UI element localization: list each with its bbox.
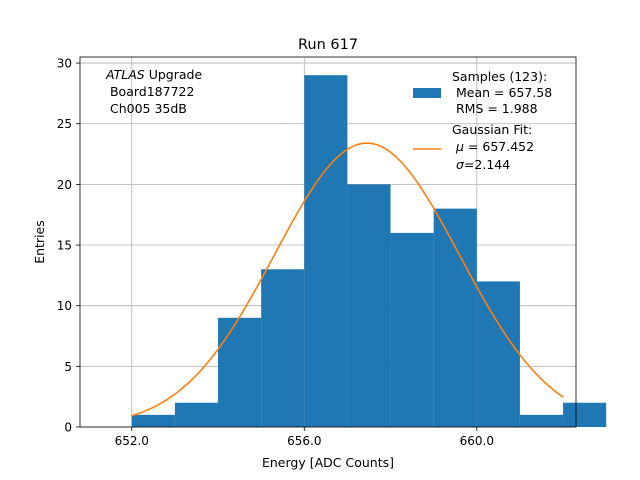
y-tick-label: 20 bbox=[57, 178, 72, 192]
histogram-bar bbox=[476, 281, 520, 427]
x-tick-label: 656.0 bbox=[287, 434, 321, 448]
y-tick-label: 15 bbox=[57, 239, 72, 253]
histogram-bar bbox=[218, 317, 262, 427]
annotation-board: Board187722 bbox=[106, 84, 194, 99]
x-axis-label: Energy [ADC Counts] bbox=[262, 455, 394, 470]
bars-layer bbox=[131, 75, 607, 428]
axes-frame bbox=[79, 56, 577, 428]
y-tick-label: 0 bbox=[64, 421, 72, 435]
svg-text:ATLAS Upgrade: ATLAS Upgrade bbox=[105, 67, 202, 82]
annotation-channel: Ch005 35dB bbox=[106, 101, 187, 116]
y-axis-label: Entries bbox=[32, 220, 47, 264]
y-ticks: 0 5 10 15 20 25 30 bbox=[57, 57, 80, 435]
histogram-bar bbox=[174, 402, 219, 427]
histogram-bar bbox=[519, 414, 564, 427]
legend-sigma-symbol: σ bbox=[456, 157, 465, 172]
legend-mu-value: = 657.452 bbox=[464, 139, 534, 154]
legend-samples-rms: RMS = 1.988 bbox=[452, 101, 538, 116]
atlas-annotation: ATLAS Upgrade Board187722 Ch005 35dB bbox=[105, 67, 202, 116]
legend-sigma-value: =2.144 bbox=[464, 157, 510, 172]
annotation-italic: ATLAS bbox=[105, 67, 145, 82]
y-tick-label: 10 bbox=[57, 299, 72, 313]
y-tick-label: 25 bbox=[57, 117, 72, 131]
histogram-bar bbox=[131, 414, 175, 427]
histogram-bar bbox=[433, 208, 477, 427]
legend-mu-symbol: μ bbox=[455, 139, 464, 154]
histogram-bar bbox=[347, 184, 391, 427]
legend-fit-sigma: σ=2.144 bbox=[456, 157, 510, 172]
legend: Samples (123): Mean = 657.58 RMS = 1.988… bbox=[413, 69, 552, 172]
x-tick-label: 652.0 bbox=[115, 434, 149, 448]
legend-samples-swatch bbox=[413, 88, 441, 98]
histogram-bar bbox=[304, 75, 348, 428]
legend-samples-line1: Samples (123): bbox=[452, 69, 547, 84]
y-tick-label: 5 bbox=[64, 360, 72, 374]
x-ticks: 652.0 656.0 660.0 bbox=[115, 427, 494, 448]
histogram-bar bbox=[563, 402, 607, 427]
gaussian-fit-line bbox=[131, 142, 564, 417]
histogram-bar bbox=[261, 269, 305, 427]
annotation-rest: Upgrade bbox=[145, 67, 203, 82]
legend-fit-mu: μ = 657.452 bbox=[455, 139, 534, 154]
legend-fit-line1: Gaussian Fit: bbox=[452, 122, 532, 137]
fit-layer bbox=[131, 142, 564, 417]
histogram-bar bbox=[390, 232, 434, 427]
y-tick-label: 30 bbox=[57, 57, 72, 71]
legend-samples-mean: Mean = 657.58 bbox=[452, 85, 552, 100]
chart-title: Run 617 bbox=[298, 37, 358, 53]
x-tick-label: 660.0 bbox=[460, 434, 494, 448]
